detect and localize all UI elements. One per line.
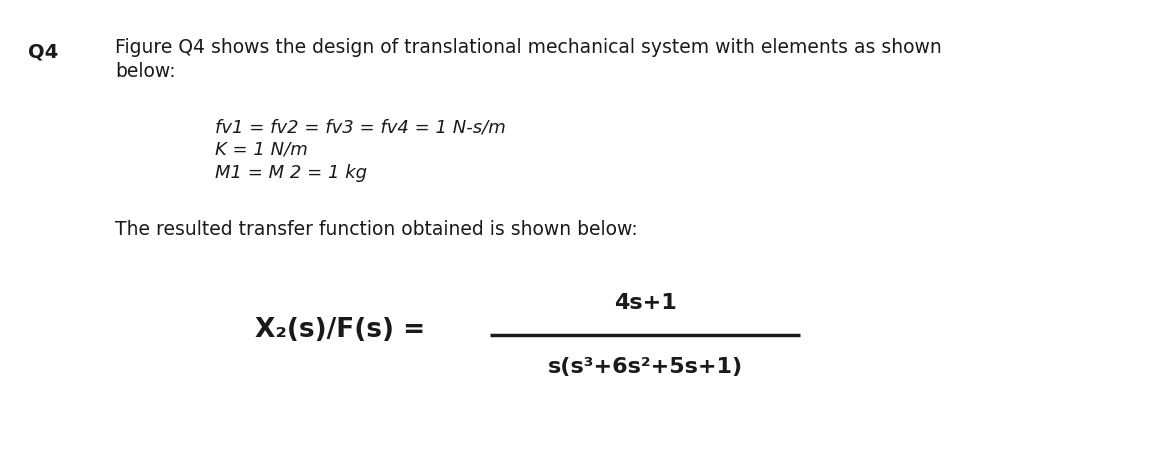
- Text: Figure Q4 shows the design of translational mechanical system with elements as s: Figure Q4 shows the design of translatio…: [115, 38, 941, 57]
- Text: Q4: Q4: [28, 42, 59, 61]
- Text: 4s+1: 4s+1: [613, 293, 677, 313]
- Text: K = 1 N/m: K = 1 N/m: [215, 141, 308, 159]
- Text: s(s³+6s²+5s+1): s(s³+6s²+5s+1): [548, 357, 743, 377]
- Text: X₂(s)/F(s) =: X₂(s)/F(s) =: [255, 317, 425, 343]
- Text: below:: below:: [115, 62, 175, 81]
- Text: fv1 = fv2 = fv3 = fv4 = 1 N-s/m: fv1 = fv2 = fv3 = fv4 = 1 N-s/m: [215, 118, 505, 136]
- Text: The resulted transfer function obtained is shown below:: The resulted transfer function obtained …: [115, 220, 638, 239]
- Text: M1 = M 2 = 1 kg: M1 = M 2 = 1 kg: [215, 164, 367, 182]
